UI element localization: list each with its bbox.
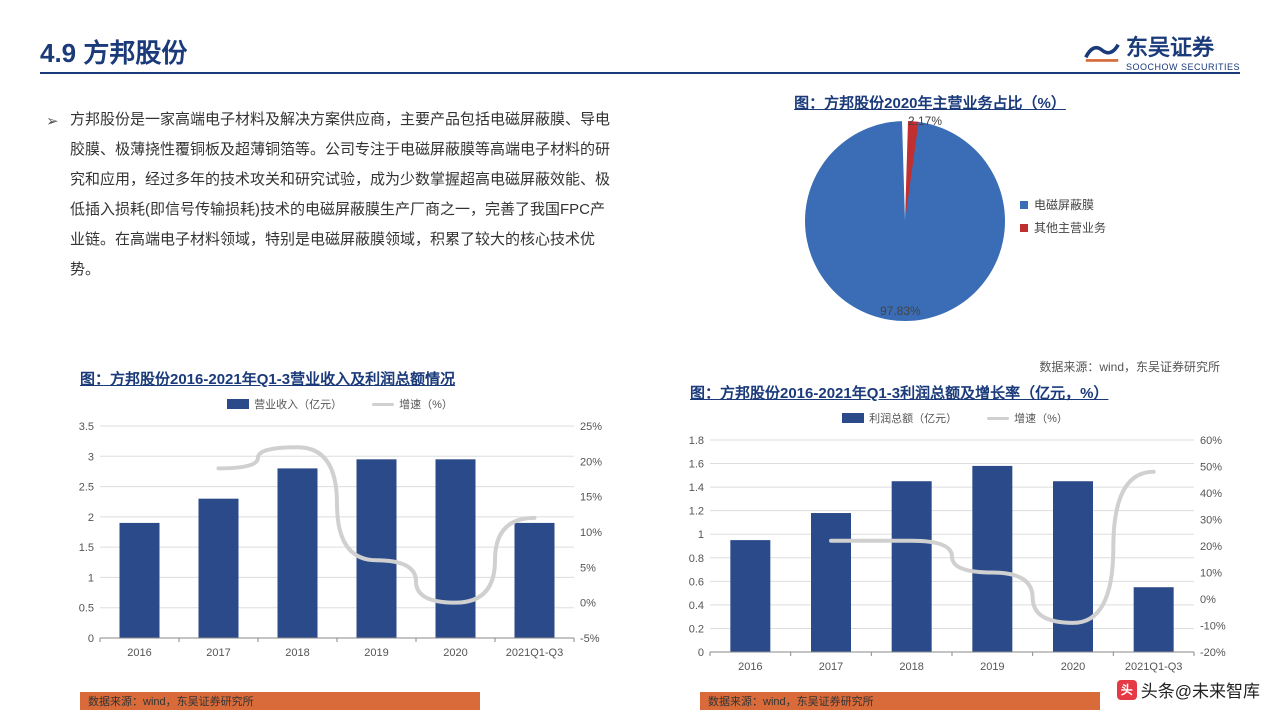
chart-left-legend: 营业收入（亿元） 增速（%） (60, 396, 620, 412)
chart-left-svg: 0 0.5 1 1.5 2 2.5 3 3.5 -5% 0% 5% 10% 15% 20% 25% 2016 2… (60, 416, 620, 666)
pie-source: 数据来源：wind，东吴证券研究所 (1039, 358, 1220, 375)
svg-text:2.5: 2.5 (79, 482, 94, 494)
svg-text:1.6: 1.6 (689, 459, 704, 471)
svg-text:15%: 15% (580, 492, 602, 504)
svg-text:1: 1 (88, 572, 94, 584)
slide-header: 4.9 方邦股份 东吴证券 SOOCHOW SECURITIES (40, 30, 1240, 72)
svg-text:0%: 0% (1200, 594, 1216, 606)
pie-svg (800, 116, 1010, 326)
svg-text:20%: 20% (580, 456, 602, 468)
svg-text:-5%: -5% (580, 633, 600, 645)
legend-other: 其他主营业务 (1034, 219, 1106, 236)
pie-chart: 2.17% 97.83% 电磁屏蔽膜 其他主营业务 (740, 116, 1120, 366)
pie-label-other: 2.17% (908, 114, 942, 128)
svg-text:1.2: 1.2 (689, 506, 704, 518)
svg-text:0.4: 0.4 (689, 600, 704, 612)
svg-text:3: 3 (88, 451, 94, 463)
svg-text:40%: 40% (1200, 488, 1222, 500)
chart-right-line-label: 增速（%） (1014, 410, 1068, 426)
svg-text:2: 2 (88, 512, 94, 524)
chart-right-bar-label: 利润总额（亿元） (869, 410, 957, 426)
section-number: 4.9 (40, 38, 76, 68)
svg-text:2017: 2017 (206, 647, 230, 659)
svg-text:1: 1 (698, 529, 704, 541)
chart-left-source: 数据来源：wind，东吴证券研究所 (80, 692, 480, 710)
watermark: 头 头条@未来智库 (1117, 677, 1260, 702)
legend-main: 电磁屏蔽膜 (1034, 196, 1094, 213)
svg-text:50%: 50% (1200, 462, 1222, 474)
svg-text:0.5: 0.5 (79, 603, 94, 615)
svg-text:1.4: 1.4 (689, 482, 704, 494)
company-description: 方邦股份是一家高端电子材料及解决方案供应商，主要产品包括电磁屏蔽膜、导电胶膜、极… (70, 105, 610, 285)
svg-text:25%: 25% (580, 421, 602, 433)
pie-label-main: 97.83% (880, 304, 921, 318)
svg-text:1.8: 1.8 (689, 435, 704, 447)
svg-text:2017: 2017 (819, 661, 843, 673)
svg-text:0%: 0% (580, 598, 596, 610)
svg-text:0.8: 0.8 (689, 553, 704, 565)
svg-text:0: 0 (698, 647, 704, 659)
chart-left: 营业收入（亿元） 增速（%） 0 0.5 1 1.5 2 2.5 3 3.5 -5% 0% 5% 10… (60, 396, 620, 671)
logo-brand-text: 东吴证券 (1126, 30, 1240, 62)
svg-text:2018: 2018 (899, 661, 923, 673)
svg-text:5%: 5% (580, 562, 596, 574)
svg-text:3.5: 3.5 (79, 421, 94, 433)
svg-text:2016: 2016 (738, 661, 762, 673)
svg-text:2019: 2019 (980, 661, 1004, 673)
svg-text:2021Q1-Q3: 2021Q1-Q3 (1125, 661, 1182, 673)
svg-text:2018: 2018 (285, 647, 309, 659)
chart-left-bar-label: 营业收入（亿元） (254, 396, 342, 412)
svg-text:2016: 2016 (127, 647, 151, 659)
svg-text:-10%: -10% (1200, 621, 1226, 633)
svg-text:20%: 20% (1200, 541, 1222, 553)
chart-right-legend: 利润总额（亿元） 增速（%） (670, 410, 1240, 426)
pie-chart-title: 图：方邦股份2020年主营业务占比（%） (720, 92, 1140, 113)
watermark-text: 头条@未来智库 (1141, 677, 1260, 702)
svg-text:2020: 2020 (1061, 661, 1085, 673)
logo-icon (1084, 37, 1120, 65)
logo-sub-text: SOOCHOW SECURITIES (1126, 62, 1240, 72)
svg-text:2021Q1-Q3: 2021Q1-Q3 (506, 647, 563, 659)
svg-text:60%: 60% (1200, 435, 1222, 447)
svg-text:-20%: -20% (1200, 647, 1226, 659)
watermark-icon: 头 (1117, 680, 1137, 700)
svg-text:30%: 30% (1200, 515, 1222, 527)
svg-text:1.5: 1.5 (79, 542, 94, 554)
svg-text:0: 0 (88, 633, 94, 645)
section-title: 4.9 方邦股份 (40, 33, 187, 70)
svg-text:0.2: 0.2 (689, 623, 704, 635)
chart-right-title: 图：方邦股份2016-2021年Q1-3利润总额及增长率（亿元，%） (690, 382, 1108, 403)
company-name: 方邦股份 (83, 38, 187, 68)
header-rule (40, 72, 1240, 74)
chart-left-title: 图：方邦股份2016-2021年Q1-3营业收入及利润总额情况 (80, 368, 455, 389)
chart-right: 利润总额（亿元） 增速（%） 0 0.2 0.4 0.6 0.8 1 1.2 1.4 1.6 1.… (670, 410, 1240, 685)
brand-logo: 东吴证券 SOOCHOW SECURITIES (1084, 30, 1240, 72)
chart-right-svg: 0 0.2 0.4 0.6 0.8 1 1.2 1.4 1.6 1.8 -20% -10% 0% 10% 2… (670, 430, 1240, 680)
svg-text:10%: 10% (1200, 568, 1222, 580)
svg-text:2019: 2019 (364, 647, 388, 659)
chart-left-line-label: 增速（%） (399, 396, 453, 412)
svg-text:0.6: 0.6 (689, 576, 704, 588)
chart-right-source: 数据来源：wind，东吴证券研究所 (700, 692, 1100, 710)
pie-legend: 电磁屏蔽膜 其他主营业务 (1020, 196, 1106, 242)
svg-text:10%: 10% (580, 527, 602, 539)
svg-text:2020: 2020 (443, 647, 467, 659)
